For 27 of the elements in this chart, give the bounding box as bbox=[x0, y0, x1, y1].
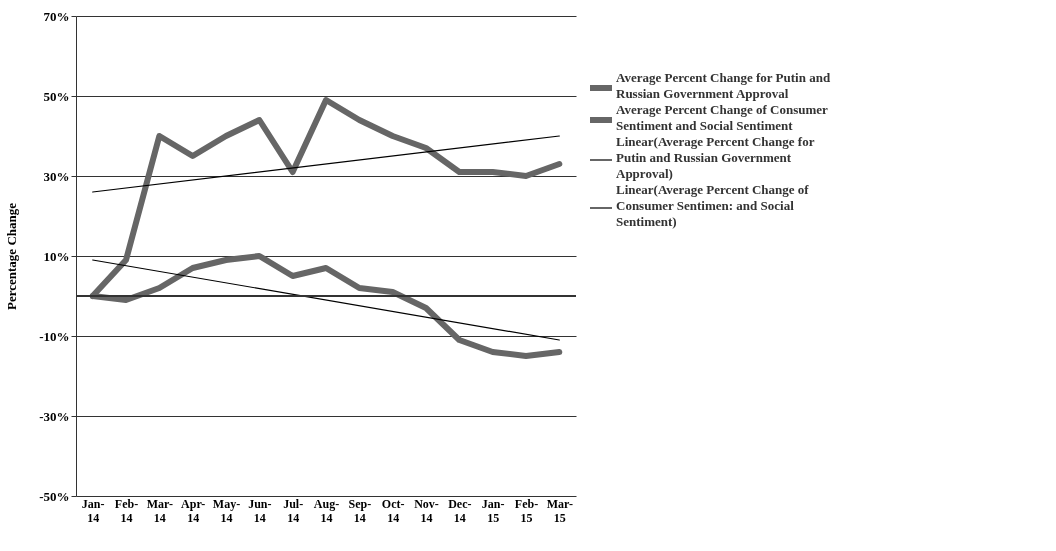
x-tick-label: Mar-14 bbox=[146, 496, 173, 525]
y-tick-label: 30% bbox=[43, 168, 70, 184]
x-tick-label: Sep-14 bbox=[348, 496, 372, 525]
legend-label: Average Percent Change of Consumer Sentiment and Social Sentiment bbox=[616, 102, 829, 133]
x-tick-label: Apr-14 bbox=[181, 496, 206, 525]
x-tick-label: Jan-14 bbox=[81, 496, 105, 525]
x-tick-label: Jan-15 bbox=[481, 496, 505, 525]
x-tick-label: Oct-14 bbox=[381, 496, 405, 525]
x-tick-label: Mar-15 bbox=[546, 496, 573, 525]
y-tick-label: -30% bbox=[39, 408, 70, 424]
legend-label: Linear(Average Percent Change for Putin and Russian Government Approval) bbox=[616, 134, 815, 181]
legend-label: Average Percent Change for Putin and Russian Government Approval bbox=[616, 70, 831, 101]
y-tick-label: 50% bbox=[43, 88, 70, 104]
y-tick-label: -10% bbox=[39, 328, 70, 344]
y-tick-label: 10% bbox=[43, 248, 70, 264]
x-tick-label: Dec-14 bbox=[448, 496, 472, 525]
x-tick-label: May-14 bbox=[212, 496, 241, 525]
x-tick-label: Feb-14 bbox=[114, 496, 139, 525]
legend-label: Linear(Average Percent Change of Consumer Sentimen: and Social Sentiment) bbox=[616, 182, 810, 229]
x-tick-label: Feb-15 bbox=[514, 496, 539, 525]
y-tick-label: -50% bbox=[39, 488, 70, 504]
x-tick-label: Nov-14 bbox=[414, 496, 439, 525]
y-tick-label: 70% bbox=[43, 8, 70, 24]
x-tick-label: Jul-14 bbox=[283, 496, 304, 525]
y-axis-title: Percentage Change bbox=[4, 202, 20, 310]
x-tick-label: Jun-14 bbox=[248, 496, 272, 525]
x-tick-label: Aug-14 bbox=[313, 496, 340, 525]
